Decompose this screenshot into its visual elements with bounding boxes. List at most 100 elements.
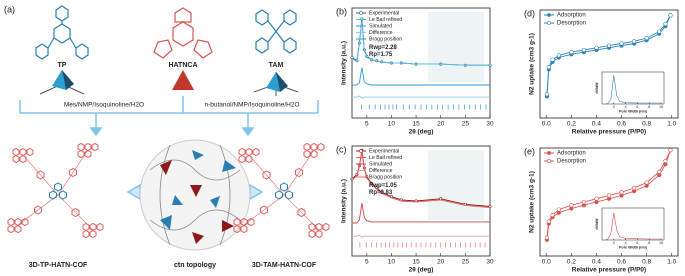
ring <box>54 182 62 192</box>
data-point <box>550 212 555 218</box>
data-point <box>657 169 662 174</box>
x-tick-label: 0.8 <box>642 121 651 128</box>
ctn-network <box>139 139 251 251</box>
series-line <box>604 212 661 241</box>
series-line <box>352 203 490 224</box>
ring <box>262 170 271 180</box>
panel-label: (b) <box>336 6 347 16</box>
ring <box>297 207 306 218</box>
data-point <box>619 41 624 46</box>
ring <box>308 229 316 239</box>
data-point <box>631 39 637 44</box>
x-axis-label: Pore Width (nm) <box>619 110 648 114</box>
ring <box>280 182 288 192</box>
y-axis-label: dV/dW <box>595 218 599 230</box>
series-line <box>352 234 490 238</box>
ring <box>240 224 248 234</box>
x-tick-label: 20 <box>437 121 445 128</box>
bond <box>17 194 59 226</box>
legend-label: Simulated <box>369 161 392 167</box>
annotation: Rp=1.75 <box>369 52 393 58</box>
y-axis-label: N2 uptake (cm3 g-1) <box>528 33 535 95</box>
legend-marker <box>547 151 551 155</box>
x-axis-label: 2θ (deg) <box>409 128 434 135</box>
cof-structure <box>233 142 330 239</box>
ring <box>233 224 241 234</box>
y-axis-label: Intensity (a.u.) <box>340 179 347 223</box>
product-label: ctn topology <box>174 262 216 269</box>
data-point <box>581 199 587 205</box>
legend-label: Bragg position <box>369 36 402 42</box>
ring <box>315 229 323 239</box>
x-tick-label: 0.6 <box>617 121 626 128</box>
ring <box>7 224 15 234</box>
ring <box>82 229 90 239</box>
legend-label: Le Bail refined <box>369 17 402 23</box>
data-point <box>350 55 354 59</box>
data-point <box>556 207 561 212</box>
data-point <box>594 45 599 50</box>
ring <box>275 190 283 200</box>
bond <box>283 149 315 196</box>
annotation: Rwp=2.28 <box>369 45 398 51</box>
synthesis-diagram: (a) TP HATNCA TAM <box>4 4 330 269</box>
plot-frame <box>351 7 491 119</box>
data-point <box>556 53 561 58</box>
tam-structure <box>255 9 297 54</box>
x-tick-label: 20 <box>437 259 445 266</box>
ring <box>322 222 330 232</box>
data-point <box>644 180 649 185</box>
data-point <box>663 158 668 164</box>
ring <box>71 207 80 218</box>
legend-label: Le Bail refined <box>369 155 402 161</box>
x-tick-label: 8 <box>648 241 650 245</box>
data-point <box>569 203 574 208</box>
legend-label: Difference <box>369 168 393 174</box>
panel-label: (d) <box>524 8 535 18</box>
ring <box>252 147 260 157</box>
data-point <box>657 29 662 34</box>
legend-marker <box>359 149 363 153</box>
data-point <box>546 219 551 224</box>
tetrahedron-icon <box>253 72 299 96</box>
x-tick-label: 15 <box>412 121 420 128</box>
x-axis-label: Pore Width (nm) <box>619 246 648 250</box>
x-tick-label: 4 <box>625 241 627 245</box>
legend-marker <box>547 159 551 163</box>
data-point <box>668 13 673 18</box>
x-tick-label: 25 <box>462 121 470 128</box>
data-point <box>619 190 624 195</box>
panel-label: (c) <box>336 144 347 154</box>
product-label: 3D-TP-HATN-COF <box>29 262 88 269</box>
ring <box>260 205 268 215</box>
ring <box>36 170 45 180</box>
ring <box>91 142 99 152</box>
crystal-image <box>428 12 484 220</box>
hatnca-structure <box>153 7 213 59</box>
legend-marker <box>547 13 551 17</box>
data-point <box>631 185 637 191</box>
ring <box>89 229 97 239</box>
ring <box>317 142 325 152</box>
annotation: Rwp=1.05 <box>369 183 398 189</box>
data-point <box>594 196 599 201</box>
x-tick-label: 30 <box>486 121 494 128</box>
ring <box>77 149 85 159</box>
plot-frame <box>601 207 665 241</box>
bond <box>243 194 285 226</box>
legend-label: Desorption <box>557 21 586 27</box>
x-tick-label: 0.4 <box>592 121 601 128</box>
ring <box>21 217 29 227</box>
ring <box>59 190 67 200</box>
data-point <box>606 193 612 198</box>
ring <box>69 167 77 178</box>
legend-marker <box>359 11 363 15</box>
ring <box>303 149 311 159</box>
data-point <box>569 50 574 55</box>
legend-label: Difference <box>369 30 393 36</box>
y-axis-label: Intensity (a.u.) <box>340 41 347 85</box>
plot-frame <box>539 147 679 257</box>
x-tick-label: 15 <box>412 259 420 266</box>
ring <box>49 190 57 200</box>
